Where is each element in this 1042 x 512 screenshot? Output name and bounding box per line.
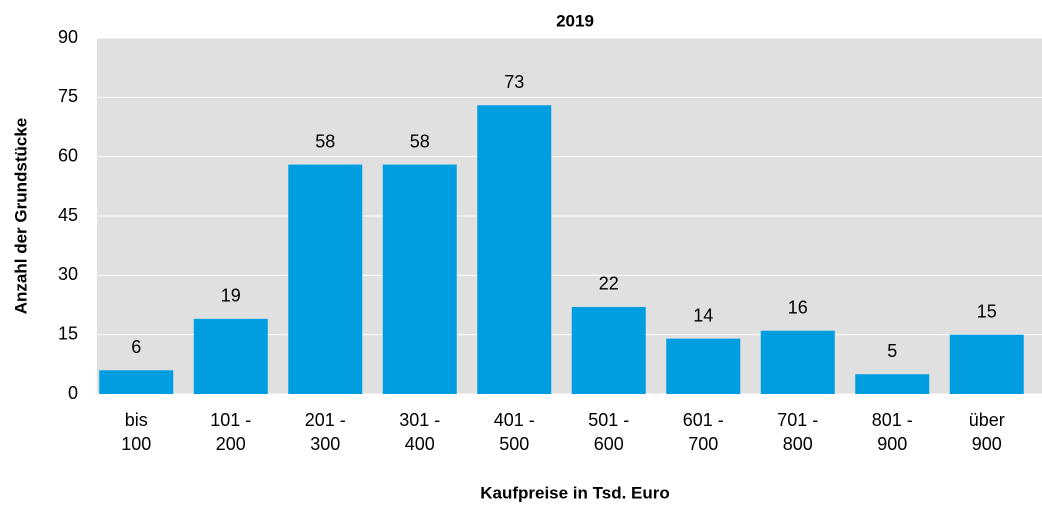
bar: [949, 334, 1024, 394]
y-tick-label: 45: [58, 205, 78, 225]
x-tick-label: 301 - 400: [399, 410, 441, 454]
bar: [760, 330, 835, 394]
bar: [855, 374, 930, 394]
value-label: 16: [788, 297, 808, 317]
x-tick-label: 501 - 600: [588, 410, 630, 454]
bar: [193, 318, 268, 394]
y-tick-label: 60: [58, 145, 78, 165]
x-tick-label: über 900: [968, 410, 1005, 454]
bar: [382, 164, 457, 394]
y-axis-label: Anzahl der Grundstücke: [11, 118, 30, 314]
y-tick-label: 15: [58, 323, 78, 343]
x-tick-label: 801 - 900: [871, 410, 913, 454]
value-label: 73: [504, 72, 524, 92]
bar: [571, 306, 646, 394]
value-label: 5: [887, 341, 897, 361]
value-label: 58: [315, 131, 335, 151]
bar: [288, 164, 363, 394]
y-tick-label: 75: [58, 86, 78, 106]
x-tick-label: 701 - 800: [777, 410, 819, 454]
x-tick-label: 201 - 300: [304, 410, 346, 454]
value-label: 15: [977, 301, 997, 321]
x-tick-label: 101 - 200: [210, 410, 252, 454]
x-tick-label: 601 - 700: [682, 410, 724, 454]
y-tick-label: 30: [58, 264, 78, 284]
y-tick-label: 90: [58, 27, 78, 47]
x-axis-label: Kaufpreise in Tsd. Euro: [480, 483, 670, 502]
y-tick-label: 0: [68, 383, 78, 403]
bar: [666, 338, 741, 394]
bar: [477, 105, 552, 394]
x-tick-label: bis 100: [121, 410, 152, 454]
value-label: 58: [410, 131, 430, 151]
value-label: 22: [599, 274, 619, 294]
x-tick-label: 401 - 500: [493, 410, 535, 454]
value-label: 14: [693, 305, 713, 325]
value-label: 6: [131, 337, 141, 357]
chart-title: 2019: [556, 11, 594, 30]
value-label: 19: [221, 286, 241, 306]
bar: [99, 370, 174, 394]
